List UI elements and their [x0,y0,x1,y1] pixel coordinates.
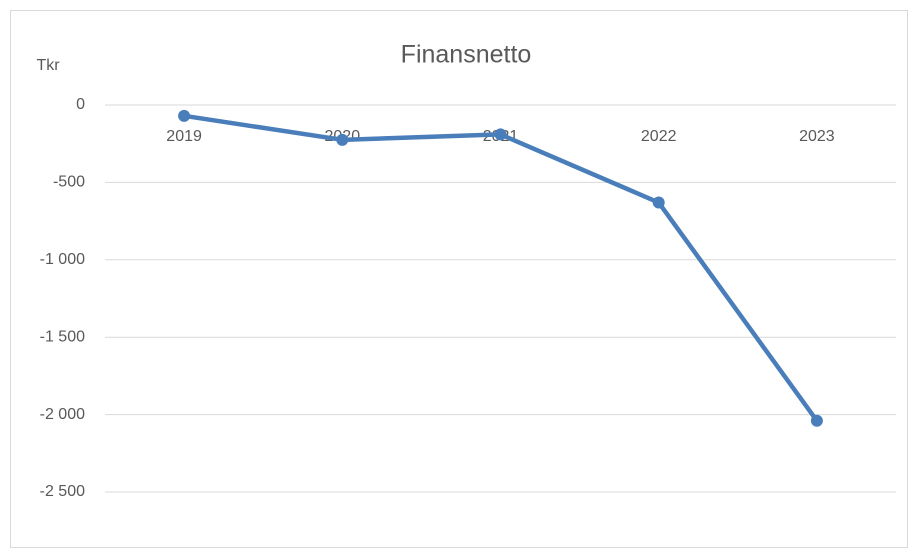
y-tick-label: -500 [53,174,85,191]
y-tick-label: -1 500 [40,328,85,345]
point [336,133,349,146]
point [178,109,191,122]
y-tick-label: -2 500 [40,483,85,500]
y-tick-label: -2 000 [40,406,85,423]
chart-border [10,10,908,548]
y-tick-label: -1 000 [40,251,85,268]
x-tick-label: 2022 [641,128,677,145]
point [494,128,507,141]
x-tick-label: 2019 [166,128,202,145]
chart-title: Finansnetto [401,41,532,69]
x-tick-label: 2023 [799,128,835,145]
point [652,196,665,209]
y-axis-label: Tkr [36,57,60,74]
y-tick-label: 0 [76,96,85,113]
point [810,414,823,427]
